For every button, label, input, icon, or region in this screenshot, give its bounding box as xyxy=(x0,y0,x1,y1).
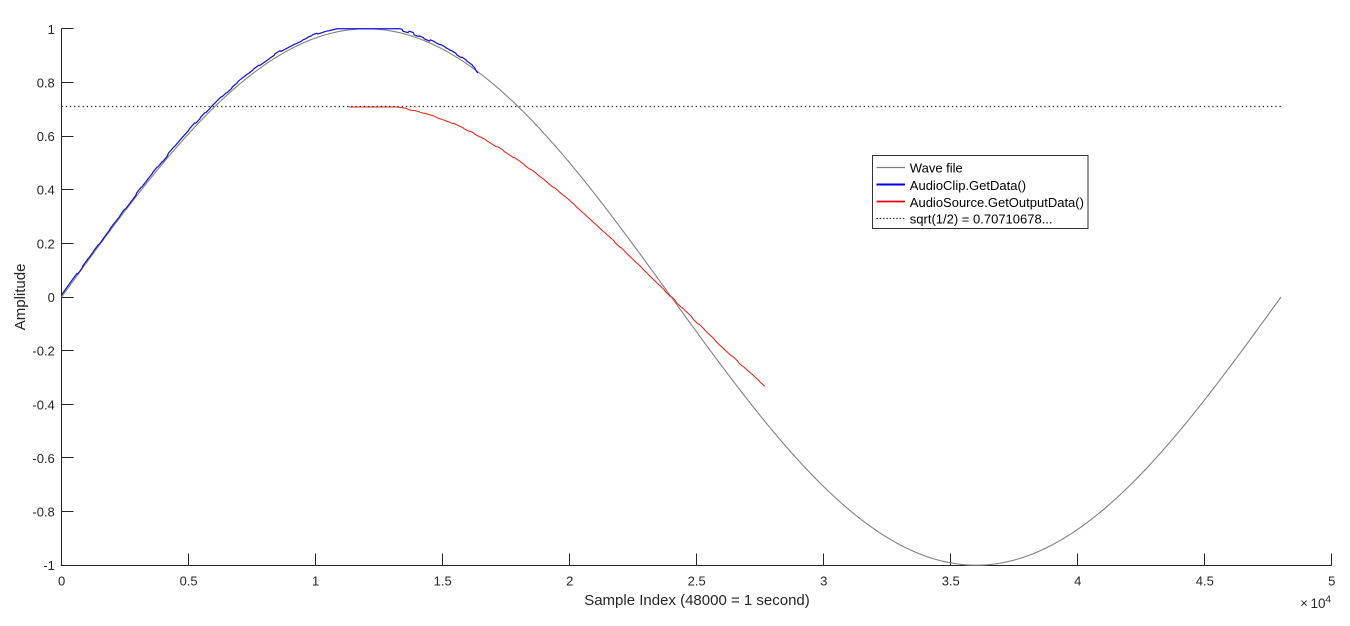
svg-text:0: 0 xyxy=(48,290,55,305)
svg-text:1: 1 xyxy=(312,574,319,589)
svg-text:4: 4 xyxy=(1074,574,1081,589)
svg-text:10: 10 xyxy=(1311,596,1326,611)
svg-text:1.5: 1.5 xyxy=(434,574,452,589)
svg-text:2: 2 xyxy=(566,574,573,589)
svg-text:sqrt(1/2) = 0.70710678...: sqrt(1/2) = 0.70710678... xyxy=(910,212,1053,227)
svg-text:5: 5 xyxy=(1328,574,1335,589)
svg-text:Amplitude: Amplitude xyxy=(12,264,29,331)
svg-text:4: 4 xyxy=(1325,593,1331,605)
svg-text:3.5: 3.5 xyxy=(942,574,960,589)
svg-text:0.8: 0.8 xyxy=(37,75,55,90)
svg-text:AudioClip.GetData(): AudioClip.GetData() xyxy=(910,178,1026,193)
svg-text:0.4: 0.4 xyxy=(37,183,55,198)
svg-text:×: × xyxy=(1300,596,1308,611)
svg-text:Wave file: Wave file xyxy=(910,160,963,175)
svg-text:-0.6: -0.6 xyxy=(32,451,54,466)
svg-text:-0.4: -0.4 xyxy=(32,397,54,412)
svg-text:3: 3 xyxy=(820,574,827,589)
svg-text:1: 1 xyxy=(48,22,55,37)
svg-text:0.5: 0.5 xyxy=(180,574,198,589)
svg-text:4.5: 4.5 xyxy=(1196,574,1214,589)
svg-text:-0.8: -0.8 xyxy=(32,505,54,520)
svg-text:0.6: 0.6 xyxy=(37,129,55,144)
svg-text:-1: -1 xyxy=(43,558,55,573)
svg-text:Sample Index (48000 = 1 second: Sample Index (48000 = 1 second) xyxy=(584,592,810,609)
svg-text:0: 0 xyxy=(58,574,65,589)
svg-text:0.2: 0.2 xyxy=(37,236,55,251)
svg-text:AudioSource.GetOutputData(): AudioSource.GetOutputData() xyxy=(910,195,1084,210)
svg-text:-0.2: -0.2 xyxy=(32,344,54,359)
svg-text:2.5: 2.5 xyxy=(688,574,706,589)
